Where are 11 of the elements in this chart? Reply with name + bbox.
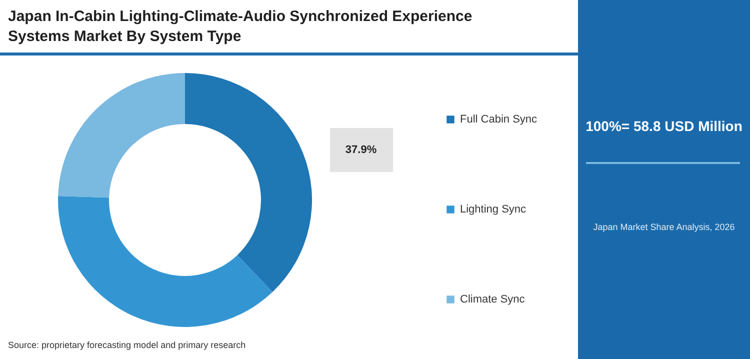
- data-label: 37.9%: [345, 144, 377, 156]
- donut-slice: [58, 73, 185, 198]
- source-note: Source: proprietary forecasting model and primary research: [8, 340, 246, 350]
- donut-slice: [58, 196, 273, 327]
- chart-title: Japan In-Cabin Lighting-Climate-Audio Synchronized Experience Systems Market By System Type: [8, 8, 472, 45]
- legend-label: Full Cabin Sync: [460, 114, 538, 126]
- text: Japan Market Share Analysis, 2026: [593, 222, 735, 232]
- text: 100%= 58.8 USD Million: [586, 118, 742, 134]
- legend-label: Climate Sync: [460, 294, 526, 306]
- legend-label: Lighting Sync: [460, 204, 527, 216]
- donut-slice: [185, 73, 312, 292]
